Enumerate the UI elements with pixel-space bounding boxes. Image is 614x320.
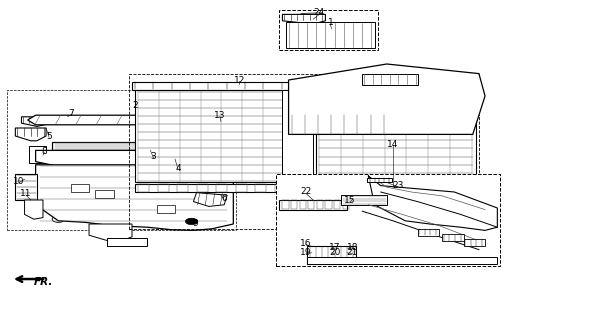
Text: 3: 3 xyxy=(150,152,157,161)
Polygon shape xyxy=(71,184,89,192)
Text: 16: 16 xyxy=(300,239,311,248)
Text: FR.: FR. xyxy=(34,277,53,287)
Text: 11: 11 xyxy=(20,189,31,198)
Polygon shape xyxy=(135,90,289,182)
Polygon shape xyxy=(180,159,196,166)
Polygon shape xyxy=(325,246,338,252)
Polygon shape xyxy=(15,174,37,200)
Polygon shape xyxy=(29,146,46,163)
Polygon shape xyxy=(341,246,353,252)
Text: 13: 13 xyxy=(214,111,225,120)
Text: 9: 9 xyxy=(192,219,198,228)
Polygon shape xyxy=(282,90,313,182)
Text: 17: 17 xyxy=(329,243,340,252)
Polygon shape xyxy=(418,229,439,236)
Polygon shape xyxy=(341,253,353,259)
Polygon shape xyxy=(310,253,322,259)
Circle shape xyxy=(176,222,180,224)
Polygon shape xyxy=(276,174,500,266)
Text: 6: 6 xyxy=(221,194,227,203)
Text: 7: 7 xyxy=(68,109,74,118)
Polygon shape xyxy=(157,205,175,213)
Text: 14: 14 xyxy=(387,140,398,148)
Circle shape xyxy=(96,220,100,222)
Polygon shape xyxy=(286,22,375,48)
Polygon shape xyxy=(279,200,347,210)
Text: 1: 1 xyxy=(327,18,333,27)
Polygon shape xyxy=(362,74,418,85)
Polygon shape xyxy=(310,246,322,252)
Polygon shape xyxy=(28,115,230,125)
Circle shape xyxy=(56,218,60,220)
Polygon shape xyxy=(325,253,338,259)
Text: 2: 2 xyxy=(132,101,138,110)
Polygon shape xyxy=(367,178,392,182)
Text: 20: 20 xyxy=(329,248,340,257)
Polygon shape xyxy=(52,142,230,150)
Polygon shape xyxy=(25,200,43,219)
Polygon shape xyxy=(95,190,114,198)
Polygon shape xyxy=(464,239,485,246)
Text: 8: 8 xyxy=(41,147,47,156)
Polygon shape xyxy=(132,82,378,90)
Text: 4: 4 xyxy=(175,164,181,172)
Polygon shape xyxy=(307,257,497,264)
Text: 24: 24 xyxy=(314,8,325,17)
Polygon shape xyxy=(15,128,46,141)
Text: 18: 18 xyxy=(347,243,358,252)
Polygon shape xyxy=(36,165,233,230)
Circle shape xyxy=(185,218,198,225)
Text: 12: 12 xyxy=(234,76,245,84)
Text: 21: 21 xyxy=(347,248,358,257)
Text: 23: 23 xyxy=(392,181,403,190)
Polygon shape xyxy=(36,150,233,182)
Polygon shape xyxy=(89,224,132,242)
Polygon shape xyxy=(149,154,166,161)
Polygon shape xyxy=(316,90,476,182)
Polygon shape xyxy=(442,234,464,241)
Polygon shape xyxy=(341,195,387,205)
Polygon shape xyxy=(21,117,52,126)
Text: 15: 15 xyxy=(344,196,356,205)
Text: 19: 19 xyxy=(300,248,311,257)
Polygon shape xyxy=(279,10,378,50)
Polygon shape xyxy=(282,14,325,24)
Polygon shape xyxy=(135,184,473,192)
Polygon shape xyxy=(307,246,356,264)
Text: 22: 22 xyxy=(300,188,311,196)
Text: 10: 10 xyxy=(13,177,24,186)
Polygon shape xyxy=(193,193,227,206)
Polygon shape xyxy=(107,238,147,246)
Text: 5: 5 xyxy=(46,132,52,140)
Polygon shape xyxy=(289,64,485,134)
